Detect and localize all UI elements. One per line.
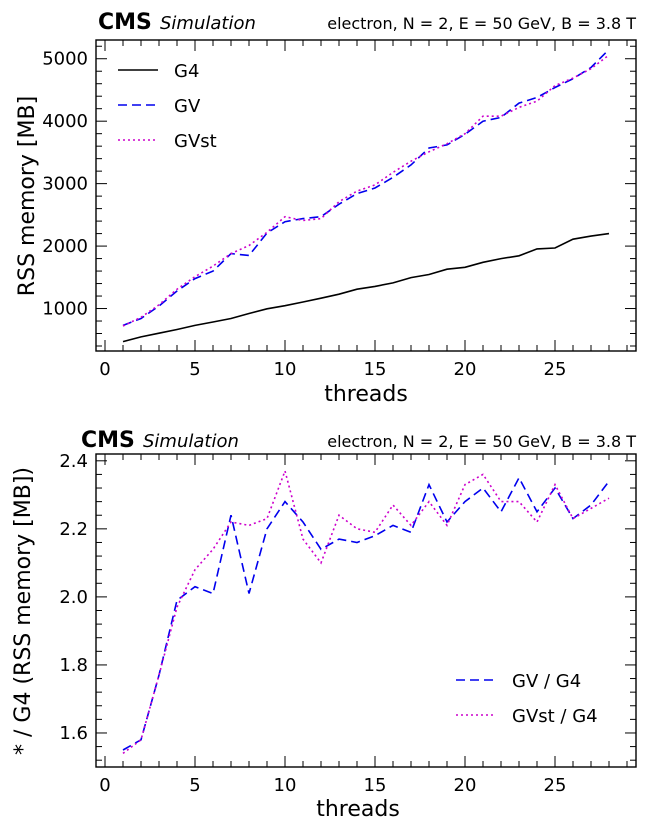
y-axis-label: * / G4 (RSS memory [MB]) [11, 467, 36, 755]
cms-label: CMS [81, 428, 135, 453]
y-tick-label: 1.6 [59, 723, 88, 744]
y-tick-label: 4000 [42, 111, 88, 132]
chart-panel-memory: CMS Simulation electron, N = 2, E = 50 G… [15, 10, 637, 407]
x-tick-label: 20 [454, 775, 477, 796]
x-axis-label: threads [316, 797, 400, 822]
y-tick-label: 2000 [42, 236, 88, 257]
x-tick-label: 10 [274, 775, 297, 796]
y-tick-label: 2.2 [59, 519, 88, 540]
x-tick-label: 15 [364, 359, 387, 380]
x-axis-label: threads [324, 382, 408, 407]
plot-frame [95, 39, 637, 352]
simulation-label: Simulation [160, 13, 256, 34]
series-line-gv-g4 [122, 476, 610, 751]
x-tick-label: 0 [99, 775, 110, 796]
series-line-g4 [122, 232, 610, 343]
y-tick-label: 1.8 [59, 655, 88, 676]
simulation-label: Simulation [143, 431, 239, 452]
x-tick-label: 0 [99, 359, 110, 380]
series-line-gvst-g4 [122, 468, 610, 755]
legend-label: G4 [174, 61, 199, 82]
x-tick-label: 5 [189, 359, 200, 380]
cms-label: CMS [98, 10, 152, 35]
series-line-gv [122, 48, 610, 327]
x-tick-label: 25 [544, 775, 567, 796]
y-tick-label: 2.4 [59, 451, 88, 472]
legend-label: GVst / G4 [512, 706, 598, 727]
x-tick-label: 15 [364, 775, 387, 796]
y-tick-label: 2.0 [59, 587, 88, 608]
x-tick-label: 20 [454, 359, 477, 380]
legend-label: GV / G4 [512, 671, 581, 692]
y-axis-label: RSS memory [MB] [15, 96, 40, 296]
x-tick-label: 10 [274, 359, 297, 380]
header-condition-label: electron, N = 2, E = 50 GeV, B = 3.8 T [327, 432, 636, 451]
y-tick-label: 5000 [42, 49, 88, 70]
x-tick-label: 5 [189, 775, 200, 796]
y-tick-label: 3000 [42, 174, 88, 195]
chart-panel-ratio: CMS Simulation electron, N = 2, E = 50 G… [11, 428, 637, 822]
x-tick-label: 25 [544, 359, 567, 380]
y-tick-label: 1000 [42, 299, 88, 320]
legend-label: GV [174, 96, 201, 117]
header-condition-label: electron, N = 2, E = 50 GeV, B = 3.8 T [327, 14, 636, 33]
legend-label: GVst [174, 131, 217, 152]
